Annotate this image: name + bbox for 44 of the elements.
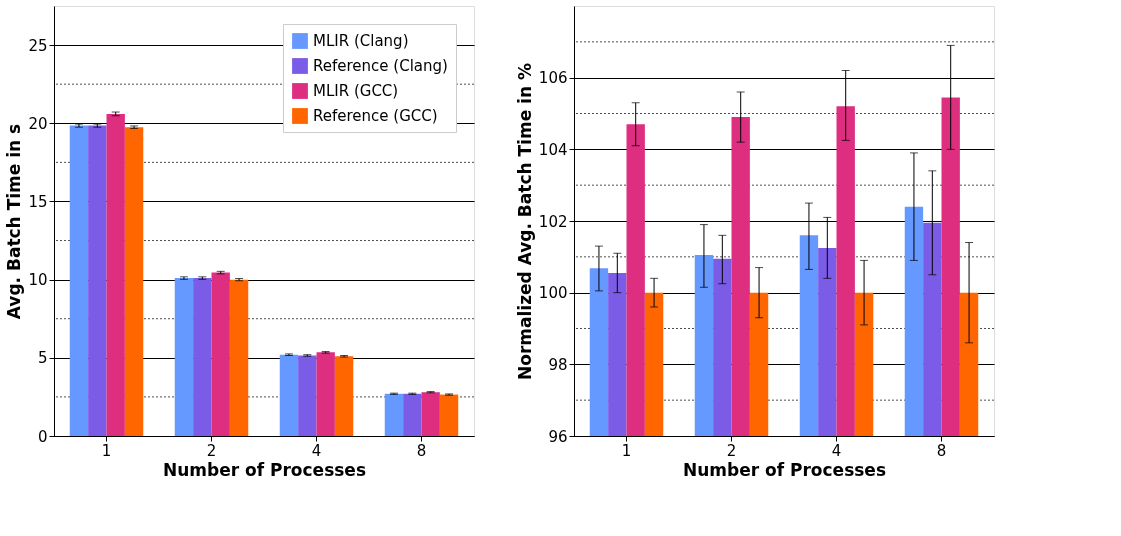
bar xyxy=(421,392,440,436)
x-tick-label: 1 xyxy=(621,441,632,460)
bar xyxy=(174,278,194,436)
y-tick-label: 104 xyxy=(538,140,568,159)
y-tick-label: 0 xyxy=(37,427,48,446)
legend-label: MLIR (Clang) xyxy=(313,32,409,50)
y-tick-label: 102 xyxy=(538,212,568,231)
bar xyxy=(88,125,107,436)
y-tick-label: 98 xyxy=(548,355,568,374)
y-tick-label: 100 xyxy=(538,284,568,303)
legend-label: MLIR (GCC) xyxy=(313,82,399,100)
x-tick-label: 1 xyxy=(101,441,112,460)
bar xyxy=(106,113,125,436)
bar xyxy=(334,356,354,436)
y-tick-label: 5 xyxy=(37,349,48,368)
x-tick-label: 2 xyxy=(726,441,737,460)
x-axis-title: Number of Processes xyxy=(682,459,887,480)
x-tick-label: 8 xyxy=(416,441,427,460)
bar xyxy=(69,125,89,436)
bar xyxy=(124,127,144,436)
x-axis-title: Number of Processes xyxy=(162,459,367,480)
y-tick-label: 96 xyxy=(548,427,568,446)
bar xyxy=(384,393,404,436)
bar xyxy=(316,352,335,436)
bar xyxy=(439,394,459,436)
x-tick-label: 4 xyxy=(311,441,322,460)
bar xyxy=(403,393,422,436)
bar xyxy=(298,355,317,436)
y-tick-label: 10 xyxy=(28,271,48,290)
legend-label: Reference (Clang) xyxy=(313,57,448,75)
y-axis-title: Normalized Avg. Batch Time in % xyxy=(514,63,535,380)
y-tick-label: 20 xyxy=(28,114,48,133)
x-tick-label: 4 xyxy=(831,441,842,460)
bar xyxy=(279,354,299,436)
x-tick-label: 2 xyxy=(206,441,217,460)
y-axis-title: Avg. Batch Time in s xyxy=(4,123,25,320)
bar xyxy=(229,279,249,436)
bar xyxy=(193,278,212,436)
y-tick-label: 15 xyxy=(28,192,48,211)
legend-label: Reference (GCC) xyxy=(313,107,438,125)
y-tick-label: 106 xyxy=(538,69,568,88)
bar xyxy=(211,272,230,436)
x-tick-label: 8 xyxy=(936,441,947,460)
y-tick-label: 25 xyxy=(28,36,48,55)
